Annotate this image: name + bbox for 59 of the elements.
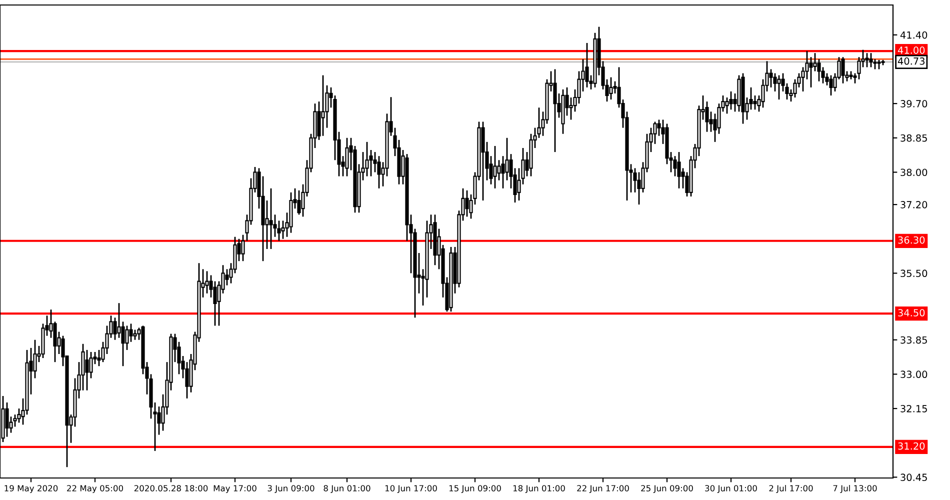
candlestick (365, 141, 369, 177)
candlestick (829, 74, 833, 96)
ref-line-label: 34.50 (898, 309, 925, 316)
ref-line-label: 41.00 (898, 46, 925, 54)
candlestick (585, 42, 589, 88)
candlestick (129, 323, 133, 343)
candlestick (813, 52, 817, 72)
x-tick-label: 3 Jun 09:00 (268, 485, 314, 493)
candlestick (133, 329, 137, 341)
candlestick (321, 74, 325, 137)
candlestick (637, 172, 641, 206)
candlestick (85, 349, 89, 392)
x-tick-label: 19 May 2020 (4, 485, 58, 494)
ref-line-label: 40.73 (898, 57, 925, 65)
x-tick-label: May 17:00 (214, 485, 256, 494)
y-tick-label: 30.45 (900, 474, 927, 482)
candlestick (5, 402, 9, 438)
y-tick-label: 33.00 (900, 370, 928, 378)
x-tick-label: 25 Jun 09:00 (641, 485, 693, 493)
candlestick (345, 137, 349, 177)
candlestick (377, 155, 381, 190)
candlestick (205, 270, 209, 294)
x-tick-label: 2 Jul 17:00 (769, 484, 813, 493)
ref-line-label: 36.30 (898, 236, 925, 244)
candlestick (497, 159, 501, 181)
x-tick-label: 8 Jun 01:00 (324, 485, 370, 493)
y-tick-label: 41.40 (900, 31, 928, 39)
candlestick (753, 94, 757, 110)
candlestick (777, 74, 781, 100)
candlestick (609, 76, 613, 100)
y-tick-label: 33.85 (900, 336, 927, 344)
candlestick (865, 52, 869, 68)
candlestick (269, 188, 273, 250)
x-tick-label: 22 Jun 17:00 (577, 485, 629, 493)
x-tick-label: 10 Jun 17:00 (385, 485, 437, 493)
candlestick (809, 56, 813, 88)
candlestick (869, 52, 873, 68)
x-tick-label: 22 May 05:00 (67, 485, 124, 494)
candlestick (729, 90, 733, 110)
y-tick-label: 32.15 (900, 405, 927, 412)
candlestick (465, 190, 469, 218)
x-tick-label: 18 Jun 01:00 (513, 485, 565, 493)
candlestick (877, 59, 881, 70)
candlestick (841, 56, 845, 84)
y-tick-label: 39.70 (900, 100, 928, 108)
candlestick (677, 151, 681, 190)
y-tick-label: 37.20 (900, 201, 928, 208)
y-tick-label: 38.00 (900, 168, 928, 176)
x-tick-label: 30 Jun 01:00 (705, 485, 757, 493)
candlestick (553, 68, 557, 153)
y-tick-label: 35.50 (900, 270, 928, 278)
candlestick (769, 68, 773, 88)
y-tick-label: 38.85 (900, 134, 927, 142)
candlestick (125, 325, 129, 351)
x-tick-label: 15 Jun 09:00 (449, 485, 501, 493)
candlestick (493, 145, 497, 190)
x-tick-label: 7 Jul 13:00 (833, 484, 877, 493)
ref-line-label: 31.20 (898, 442, 925, 450)
x-tick-label: 2020.05.28 18:00 (134, 485, 208, 492)
